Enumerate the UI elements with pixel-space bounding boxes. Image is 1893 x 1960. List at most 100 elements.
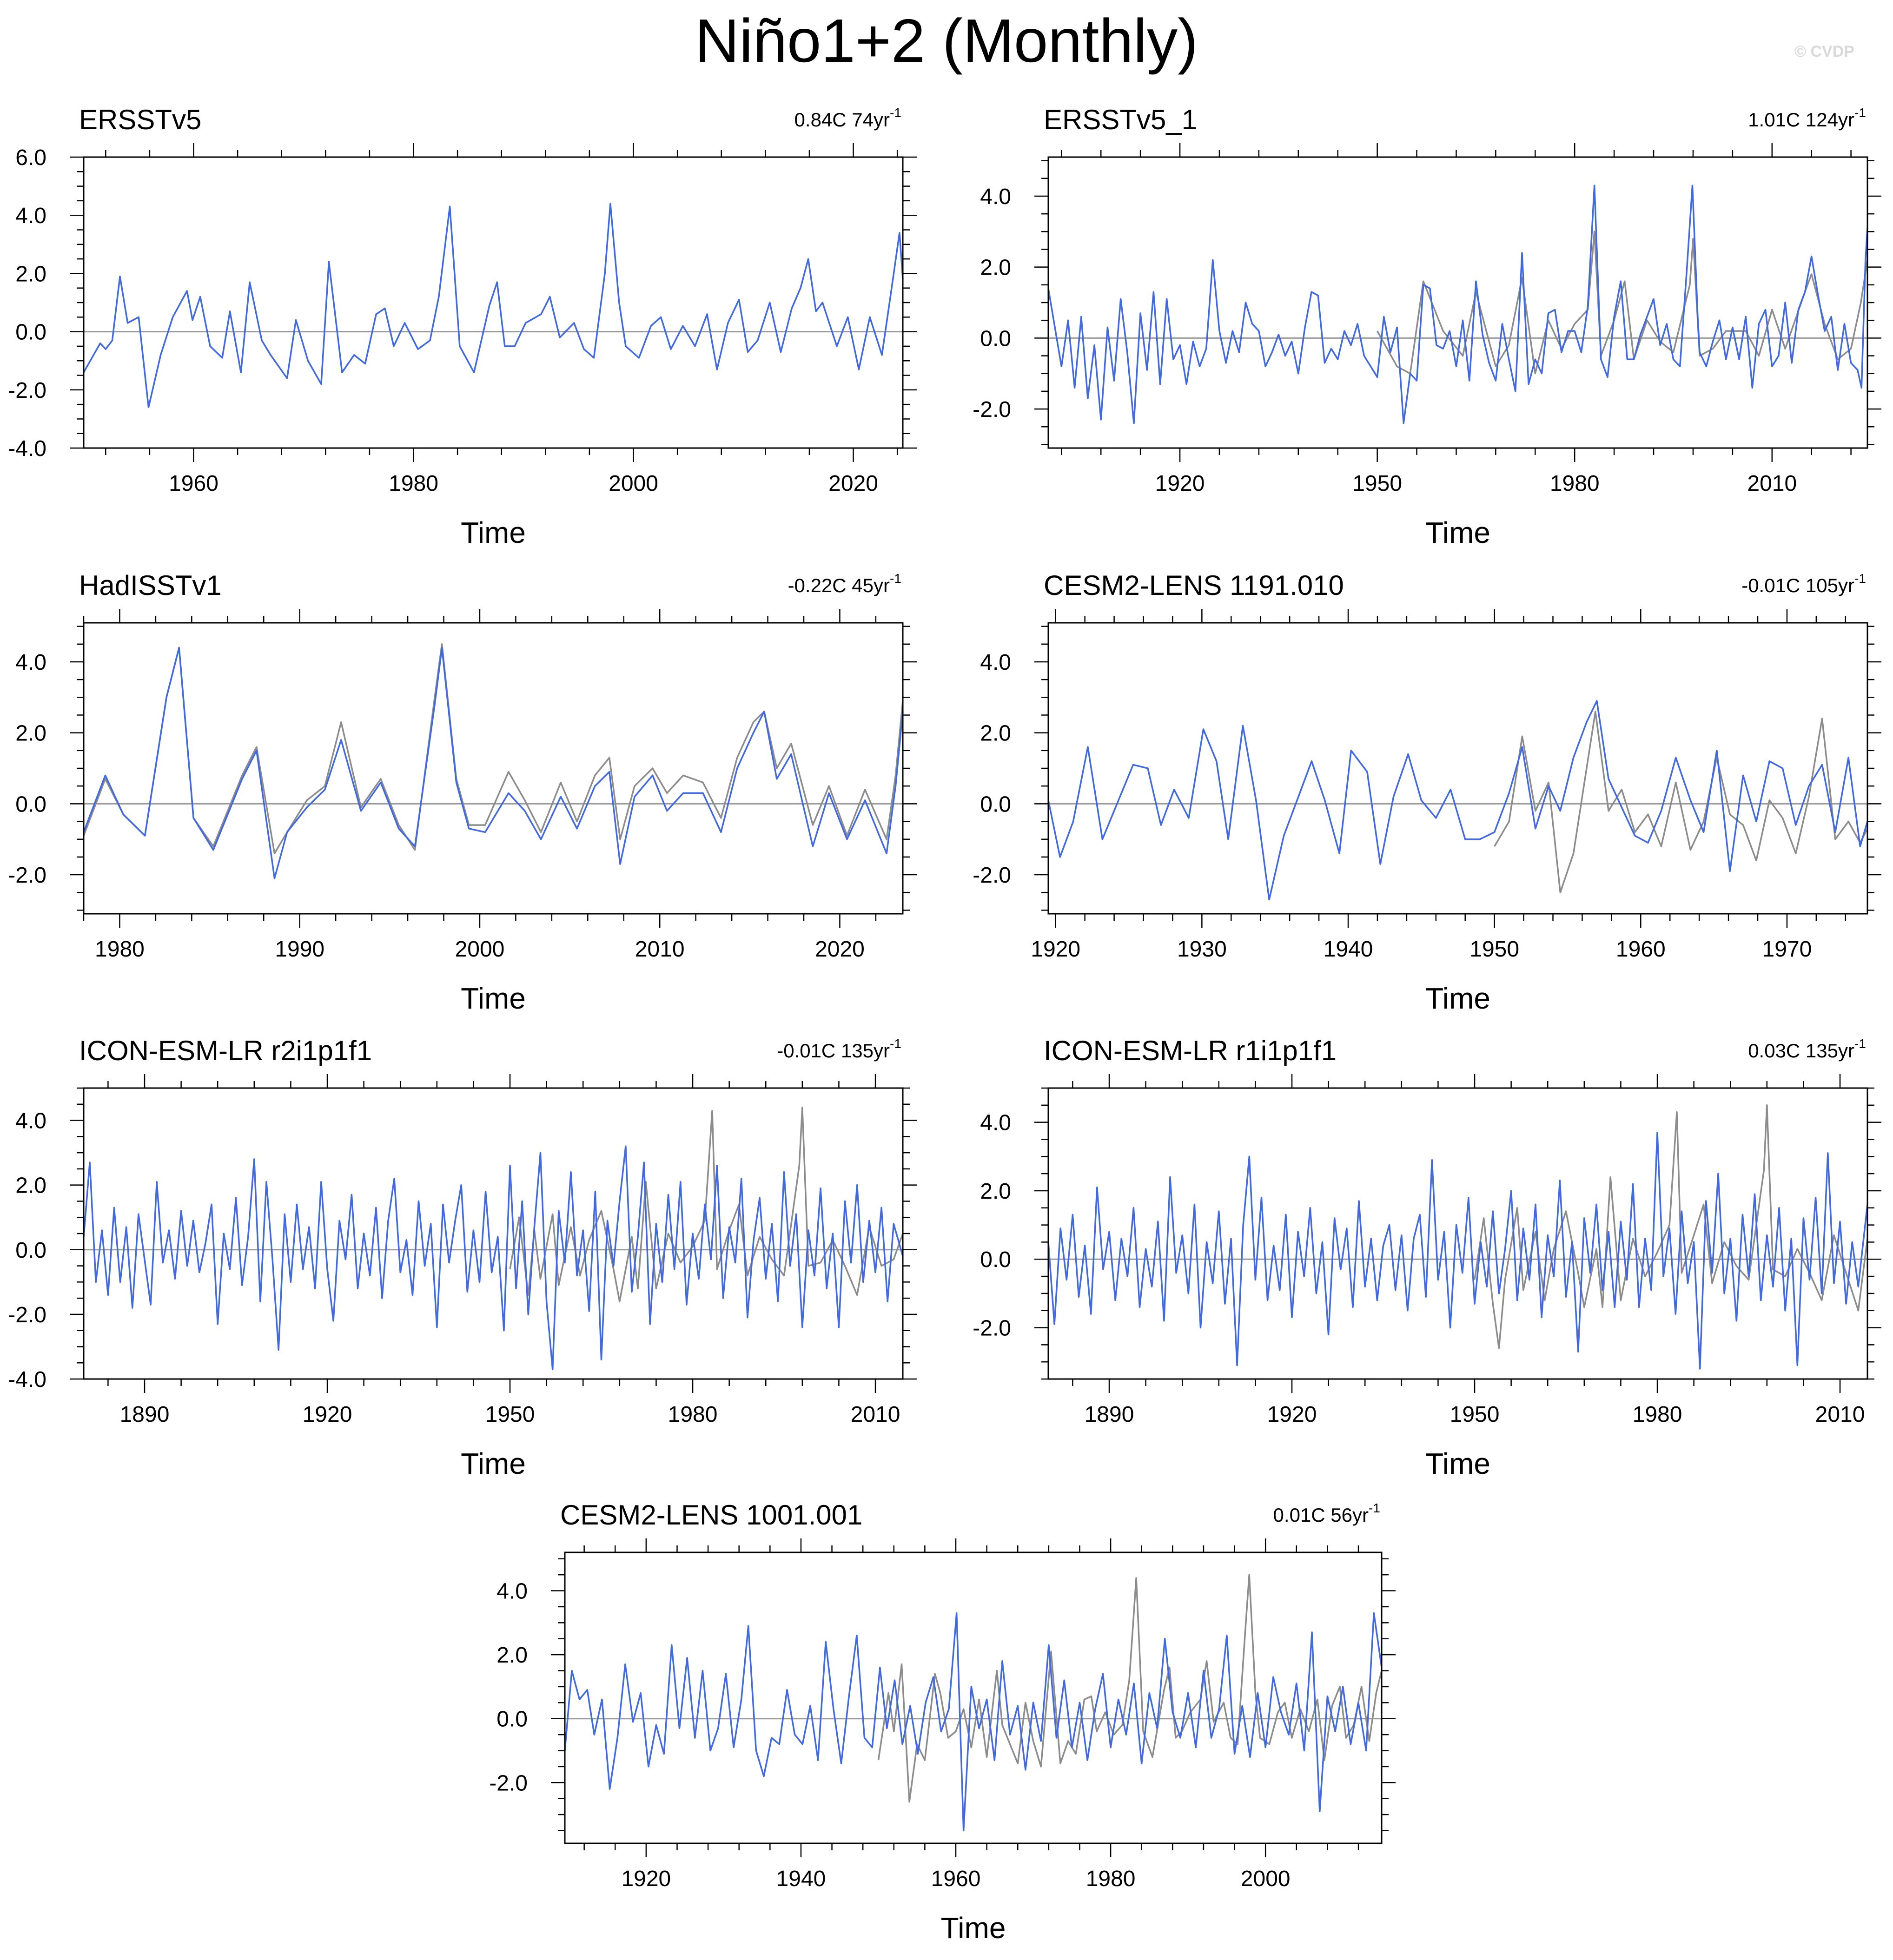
- panel-stat-exponent: -1: [1369, 1501, 1380, 1515]
- series-line-icon-esm-lr-r2i1p1f1: [83, 1145, 904, 1370]
- x-axis-title: Time: [1425, 1447, 1490, 1480]
- x-tick-label: 1950: [485, 1402, 535, 1427]
- plot-frame: [564, 1551, 1383, 1844]
- series-line-cesm2-lens-1001-001: [564, 1612, 1383, 1832]
- x-tick-label: 2020: [815, 937, 865, 962]
- x-tick-label: 1980: [389, 471, 438, 496]
- y-tick-label: 2.0: [15, 1174, 46, 1198]
- plot-frame: [1047, 622, 1868, 915]
- x-axis-title: Time: [461, 516, 526, 549]
- y-tick-label: 0.0: [980, 1247, 1011, 1272]
- x-tick-label: 1970: [1762, 937, 1812, 962]
- x-tick-label: 1980: [1633, 1402, 1682, 1427]
- panel-title: HadISSTv1: [79, 570, 222, 601]
- y-tick-label: 2.0: [980, 256, 1011, 280]
- y-tick-label: -2.0: [489, 1771, 528, 1795]
- y-tick-label: -2.0: [8, 1303, 46, 1327]
- panel-stat-exponent: -1: [1854, 571, 1866, 586]
- x-tick-label: 1950: [1450, 1402, 1500, 1427]
- x-tick-label: 2020: [828, 471, 878, 496]
- series-line-observed: [83, 643, 904, 854]
- x-tick-label: 2010: [1747, 471, 1797, 496]
- plot-frame: [1047, 156, 1868, 449]
- x-tick-label: 1980: [95, 937, 145, 962]
- x-axis-title: Time: [941, 1911, 1006, 1945]
- x-tick-label: 1930: [1177, 937, 1227, 962]
- series-line-ersstv5-1: [1047, 185, 1868, 424]
- x-tick-label: 1890: [1085, 1402, 1134, 1427]
- x-tick-label: 1940: [1324, 937, 1373, 962]
- panel-title: ICON-ESM-LR r1i1p1f1: [1044, 1035, 1337, 1066]
- x-tick-label: 2010: [635, 937, 685, 962]
- panel-stat-exponent: -1: [890, 106, 901, 120]
- y-tick-label: -2.0: [973, 397, 1011, 422]
- panel-title: ICON-ESM-LR r2i1p1f1: [79, 1035, 372, 1066]
- series-line-cesm2-lens-1191-010: [1047, 700, 1868, 901]
- panel-title: CESM2-LENS 1001.001: [560, 1499, 862, 1531]
- x-tick-label: 1920: [1155, 471, 1205, 496]
- y-tick-label: 0.0: [15, 320, 46, 345]
- x-axis-title: Time: [1425, 516, 1490, 549]
- series-line-observed: [1474, 1104, 1868, 1349]
- panel-title: ERSSTv5: [79, 104, 201, 135]
- y-tick-label: -2.0: [973, 1316, 1011, 1341]
- x-tick-label: 1920: [621, 1867, 671, 1891]
- x-tick-label: 1960: [169, 471, 218, 496]
- series-line-observed: [877, 1574, 1383, 1803]
- series-line-observed: [1494, 711, 1868, 893]
- y-tick-label: -2.0: [8, 863, 46, 888]
- series-line-hadisstv1: [83, 647, 904, 879]
- x-tick-label: 1990: [275, 937, 324, 962]
- y-tick-label: 4.0: [15, 1109, 46, 1134]
- y-tick-label: 2.0: [980, 1179, 1011, 1204]
- x-tick-label: 1950: [1352, 471, 1402, 496]
- y-tick-label: 4.0: [980, 1111, 1011, 1135]
- panel-hadisstv1: 1980 1990 2000 2010 2020 -2.0 0.0 2.0 4.0 HadISST…: [8, 570, 917, 1015]
- panel-ersstv5: 1960 1980 2000 2020 -4.0 -2.0 0.0 2.0 4.0 6.0 ERSS…: [8, 104, 917, 549]
- x-axis-title: Time: [461, 1447, 526, 1480]
- y-tick-label: 2.0: [496, 1643, 528, 1668]
- plot-frame: [1047, 1087, 1868, 1380]
- x-tick-label: 1960: [1616, 937, 1666, 962]
- y-tick-label: -2.0: [8, 378, 46, 403]
- x-tick-label: 1920: [1267, 1402, 1317, 1427]
- x-axis-title: Time: [1425, 982, 1490, 1015]
- y-tick-label: 6.0: [15, 145, 46, 170]
- panel-title: CESM2-LENS 1191.010: [1044, 570, 1344, 601]
- panel-stat: -0.22C 45yr: [788, 574, 890, 596]
- x-tick-label: 2000: [1241, 1867, 1291, 1891]
- panel-icon-esm-lr-r2i1p1f1: 1890 1920 1950 1980 2010 -4.0 -2.0 0.0 2.0 4.0 ICO…: [8, 1035, 917, 1480]
- x-tick-label: 2000: [455, 937, 505, 962]
- plot-frame: [83, 156, 904, 449]
- series-line-icon-esm-lr-r1i1p1f1: [1047, 1131, 1868, 1370]
- panel-stat: 0.03C 135yr: [1748, 1040, 1854, 1062]
- figure-title: Niño1+2 (Monthly): [695, 7, 1198, 75]
- panel-stat-exponent: -1: [890, 1036, 901, 1051]
- panel-stat: -0.01C 105yr: [1741, 574, 1854, 596]
- y-tick-label: 4.0: [15, 204, 46, 228]
- y-tick-label: -4.0: [8, 436, 46, 461]
- series-line-ersstv5: [83, 203, 904, 409]
- x-tick-label: 1920: [1031, 937, 1080, 962]
- panel-stat-exponent: -1: [1854, 1036, 1866, 1051]
- panel-stat-exponent: -1: [1854, 106, 1866, 120]
- x-tick-label: 1960: [931, 1867, 981, 1891]
- plot-frame: [83, 622, 904, 915]
- panel-cesm2-lens-1001-001: 1920 1940 1960 1980 2000 -2.0 0.0 2.0 4.0 CESM2-L…: [489, 1499, 1396, 1945]
- y-tick-label: 0.0: [15, 1238, 46, 1263]
- panel-stat-exponent: -1: [890, 571, 901, 586]
- y-tick-label: -4.0: [8, 1367, 46, 1392]
- x-axis-title: Time: [461, 982, 526, 1015]
- panel-icon-esm-lr-r1i1p1f1: 1890 1920 1950 1980 2010 -2.0 0.0 2.0 4.0 ICON-ES…: [973, 1035, 1881, 1480]
- x-tick-label: 2010: [851, 1402, 900, 1427]
- panel-cesm2-lens-1191-010: 1920 1930 1940 1950 1960 1970 -2.0 0.0 2.0 4.0 CES…: [973, 570, 1881, 1015]
- y-tick-label: -2.0: [973, 863, 1011, 888]
- x-tick-label: 1980: [1086, 1867, 1136, 1891]
- y-tick-label: 2.0: [15, 262, 46, 286]
- panel-ersstv5-1: 1920 1950 1980 2010 -2.0 0.0 2.0 4.0 ERSSTv5_1 1.…: [973, 104, 1881, 549]
- x-tick-label: 2000: [609, 471, 658, 496]
- panel-stat: 0.84C 74yr: [794, 109, 890, 131]
- x-tick-label: 1920: [303, 1402, 352, 1427]
- panel-stat: 0.01C 56yr: [1273, 1504, 1369, 1526]
